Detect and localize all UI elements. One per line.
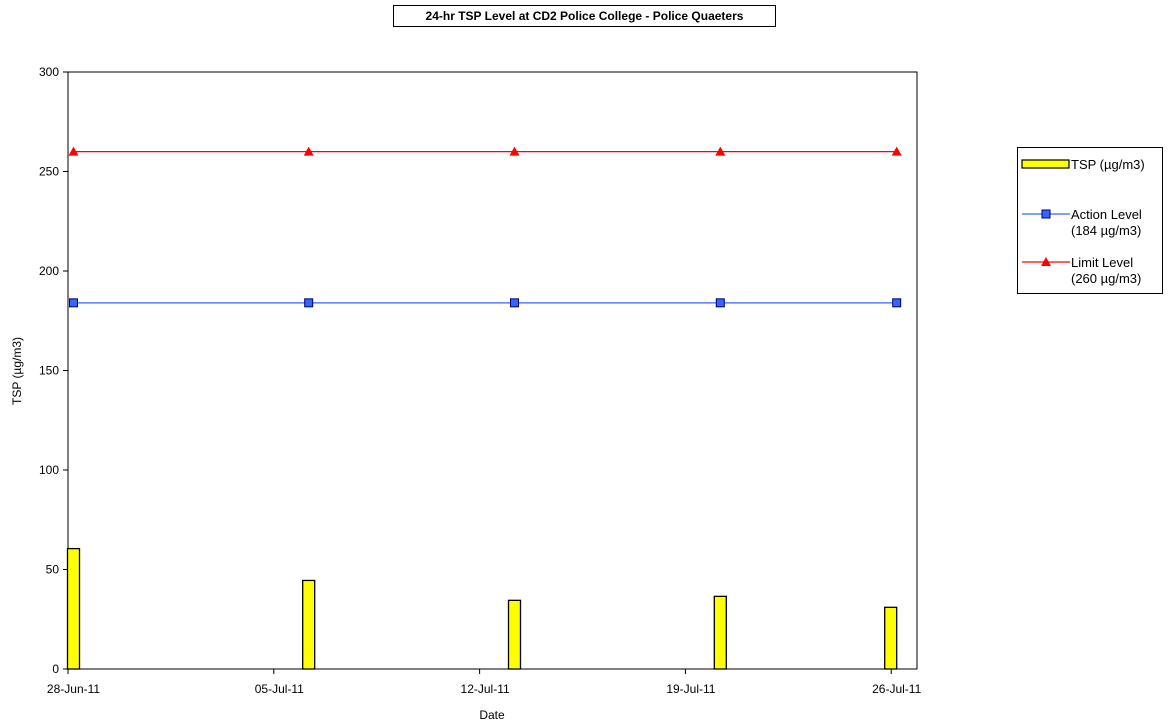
y-tick-label: 0 [52,662,59,676]
legend-label-action: Action Level (184 µg/m3) [1071,207,1142,238]
limit-level-marker [891,146,902,156]
legend-label-limit: Limit Level (260 µg/m3) [1071,255,1142,286]
legend-swatch-tsp [1021,159,1070,169]
y-tick-label: 150 [39,364,59,378]
legend-swatch-action [1022,209,1070,219]
plot-area [67,71,918,670]
y-tick-label: 250 [39,165,59,179]
y-axis-label: TSP (µg/m3) [10,337,24,405]
legend: TSP (µg/m3) Action Level (184 µg/m3) Lim… [1017,147,1163,294]
limit-level-marker [68,146,79,156]
limit-level-marker [715,146,726,156]
limit-level-marker [303,146,314,156]
y-tick-label: 50 [46,563,60,577]
x-tick-label: 28-Jun-11 [47,682,100,696]
limit-level-marker [509,146,520,156]
x-axis-label: Date [479,708,505,722]
action-level-marker [892,298,902,308]
x-tick-label: 19-Jul-11 [666,682,715,696]
tsp-bar [507,599,522,670]
legend-label-tsp: TSP (µg/m3) [1071,157,1145,172]
action-level-marker [715,298,725,308]
legend-swatch-limit [1022,257,1070,266]
x-tick-label: 26-Jul-11 [872,682,921,696]
x-tick-label: 05-Jul-11 [255,682,304,696]
tsp-bar [884,606,898,670]
chart-title: 24-hr TSP Level at CD2 Police College - … [393,5,776,27]
tsp-bar [66,547,81,670]
action-level-marker [304,298,314,308]
y-tick-label: 200 [39,264,59,278]
action-level-marker [69,298,78,308]
tsp-bar [713,595,727,670]
y-tick-label: 300 [39,65,59,79]
tsp-bar [302,579,316,670]
y-tick-label: 100 [39,463,59,477]
x-tick-label: 12-Jul-11 [461,682,510,696]
action-level-marker [510,298,519,308]
